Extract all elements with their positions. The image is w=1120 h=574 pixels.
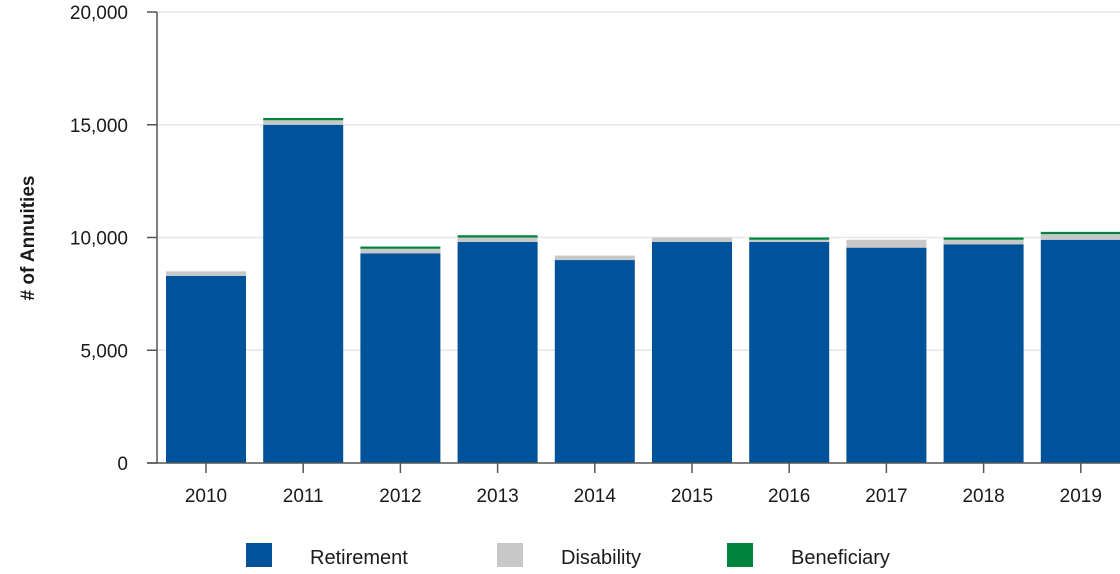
x-tick-label: 2018 [962,486,1004,507]
bars [166,117,1120,463]
bar-retirement-2016 [749,242,830,463]
bar-disability-2017 [846,239,927,248]
x-ticks: 2010 2011 2012 2013 2014 2015 2016 2017 2018 2019 [185,463,1102,507]
bar-retirement-2010 [166,275,246,463]
bar-beneficiary-2011 [263,117,344,121]
legend-label-retirement: Retirement [310,547,408,569]
bar-beneficiary-2013 [457,235,538,238]
x-tick-label: 2012 [379,486,421,507]
bar-retirement-2012 [360,253,441,463]
bar-retirement-2014 [554,260,635,463]
bar-retirement-2013 [457,242,538,463]
legend-swatch-retirement [246,543,272,567]
bar-beneficiary-2019 [1040,231,1120,235]
x-tick-label: 2011 [283,486,324,507]
y-tick-label: 0 [117,454,128,475]
bar-disability-2018 [943,239,1024,245]
bar-beneficiary-2012 [360,246,441,249]
bar-retirement-2011 [263,124,344,463]
bar-disability-2010 [166,271,246,276]
y-tick-label: 15,000 [70,116,128,137]
x-tick-label: 2013 [476,486,518,507]
bar-beneficiary-2016 [749,237,830,240]
x-tick-label: 2010 [185,486,227,507]
y-axis-title: # of Annuities [18,176,39,301]
bar-disability-2014 [554,255,635,261]
y-tick-label: 20,000 [70,3,128,24]
x-tick-label: 2017 [865,486,907,507]
x-tick-label: 2015 [671,486,713,507]
bar-disability-2013 [457,237,538,243]
x-tick-label: 2016 [768,486,810,507]
legend-swatch-beneficiary [727,543,753,567]
y-tick-label: 10,000 [70,229,128,250]
bar-disability-2019 [1040,234,1120,240]
legend: Retirement Disability Beneficiary [246,543,890,569]
y-tick-label: 5,000 [80,341,128,362]
x-tick-label: 2019 [1060,486,1102,507]
y-ticks: 0 5,000 10,000 15,000 20,000 [70,3,157,475]
bar-beneficiary-2018 [943,237,1024,240]
bar-disability-2012 [360,248,441,254]
bar-retirement-2017 [846,247,927,463]
bar-disability-2011 [263,120,344,125]
x-tick-label: 2014 [574,486,617,507]
legend-label-disability: Disability [561,547,641,569]
bar-retirement-2019 [1040,239,1120,463]
legend-swatch-disability [497,543,523,567]
legend-label-beneficiary: Beneficiary [791,547,890,569]
bar-retirement-2018 [943,244,1024,463]
bar-disability-2015 [652,237,732,243]
bar-retirement-2015 [652,242,732,463]
bar-disability-2016 [749,239,830,243]
